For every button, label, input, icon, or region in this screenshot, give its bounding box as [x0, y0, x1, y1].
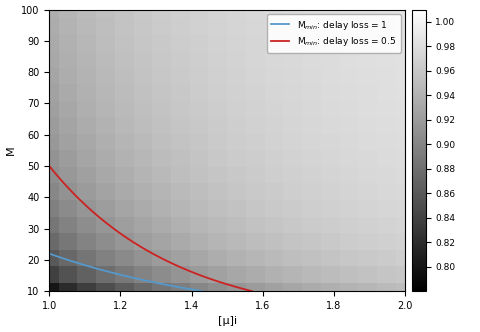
Legend: M$_{min}$: delay loss = 1, M$_{min}$: delay loss = 0.5: M$_{min}$: delay loss = 1, M$_{min}$: de… [266, 14, 400, 53]
X-axis label: [μ]i: [μ]i [217, 316, 236, 326]
Y-axis label: M: M [6, 145, 15, 155]
